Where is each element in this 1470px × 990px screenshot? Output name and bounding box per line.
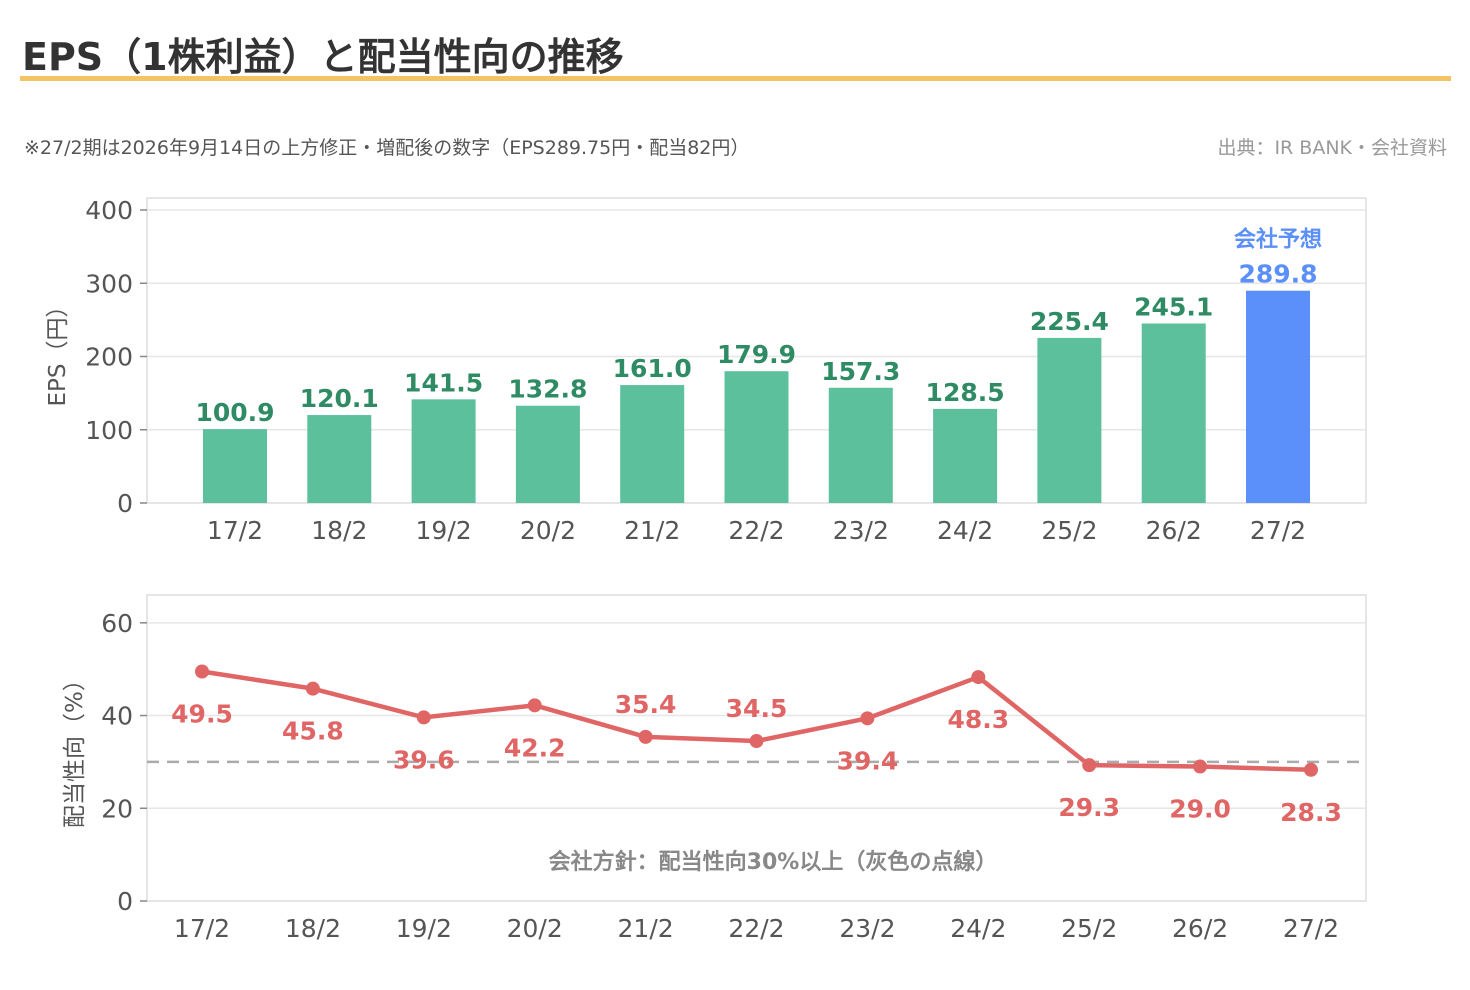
payout-y-tick-label: 20 [101, 794, 133, 823]
payout-y-tick-label: 60 [101, 609, 133, 638]
payout-value-label: 42.2 [504, 733, 566, 762]
eps-x-tick-label: 23/2 [833, 516, 889, 545]
payout-x-tick-label: 26/2 [1172, 914, 1228, 943]
payout-x-tick-label: 20/2 [507, 914, 563, 943]
eps-y-tick-label: 300 [85, 269, 133, 298]
payout-x-tick-label: 19/2 [396, 914, 452, 943]
source-credit: 出典：IR BANK・会社資料 [1217, 137, 1447, 159]
eps-bar [724, 371, 789, 503]
eps-x-tick-label: 20/2 [520, 516, 576, 545]
eps-value-label: 100.9 [195, 398, 274, 427]
eps-y-tick-label: 400 [85, 196, 133, 225]
payout-value-label: 45.8 [282, 717, 344, 746]
eps-value-label: 128.5 [926, 378, 1005, 407]
payout-x-tick-label: 18/2 [285, 914, 341, 943]
payout-value-label: 28.3 [1280, 798, 1342, 827]
payout-line-chart: 0 20 40 60 配当性向（%） 49.5 17/2 45.8 18/2 39.6 19/2 42… [62, 594, 1367, 943]
payout-value-label: 29.3 [1058, 793, 1120, 822]
payout-value-label: 49.5 [171, 700, 233, 729]
eps-bar [203, 429, 267, 503]
payout-point [1304, 762, 1318, 777]
eps-forecast-label: 会社予想 [1234, 227, 1322, 253]
payout-value-label: 48.3 [947, 705, 1009, 734]
payout-point [416, 710, 431, 725]
eps-value-label: 161.0 [613, 354, 692, 383]
eps-bar [1141, 323, 1206, 503]
payout-point [527, 698, 542, 713]
payout-x-tick-label: 22/2 [728, 914, 784, 943]
payout-point [305, 681, 320, 696]
eps-bar [307, 415, 372, 503]
eps-x-tick-label: 17/2 [207, 516, 263, 545]
eps-value-label: 289.8 [1238, 260, 1317, 289]
payout-y-tick-label: 40 [101, 702, 133, 731]
eps-x-tick-label: 25/2 [1041, 516, 1097, 545]
eps-y-axis-label: EPS（円） [45, 294, 71, 406]
payout-point [1082, 758, 1097, 773]
page-title: EPS（1株利益）と配当性向の推移 [22, 35, 624, 79]
payout-x-tick-label: 27/2 [1283, 914, 1339, 943]
payout-point [749, 734, 764, 749]
payout-point [638, 729, 653, 744]
eps-value-label: 225.4 [1030, 307, 1109, 336]
eps-value-label: 157.3 [821, 357, 900, 386]
payout-value-label: 29.0 [1169, 795, 1231, 824]
eps-forecast-bar [1246, 290, 1310, 503]
eps-value-label: 120.1 [300, 384, 379, 413]
payout-x-tick-label: 23/2 [839, 914, 895, 943]
eps-value-label: 245.1 [1134, 292, 1213, 321]
payout-x-tick-label: 21/2 [618, 914, 674, 943]
eps-x-tick-label: 26/2 [1146, 516, 1202, 545]
eps-x-tick-label: 22/2 [728, 516, 784, 545]
eps-bar [1037, 337, 1102, 503]
policy-annotation: 会社方針：配当性向30%以上（灰色の点線） [549, 849, 998, 875]
payout-y-tick-label: 0 [117, 887, 133, 916]
eps-value-label: 179.9 [717, 340, 796, 369]
payout-value-label: 34.5 [726, 694, 788, 723]
eps-x-tick-label: 18/2 [311, 516, 367, 545]
eps-y-tick-label: 200 [85, 343, 133, 372]
payout-point [971, 670, 986, 685]
eps-y-tick-label: 0 [117, 489, 133, 518]
payout-value-label: 35.4 [615, 690, 677, 719]
eps-value-label: 141.5 [404, 368, 483, 397]
eps-value-label: 132.8 [508, 375, 587, 404]
eps-bar [620, 385, 685, 503]
payout-x-tick-label: 25/2 [1061, 914, 1117, 943]
payout-y-axis-label: 配当性向（%） [62, 668, 88, 828]
payout-point [195, 664, 209, 679]
eps-bar [828, 387, 893, 503]
payout-value-label: 39.4 [837, 746, 899, 775]
eps-x-tick-label: 27/2 [1250, 516, 1306, 545]
eps-x-tick-label: 21/2 [624, 516, 680, 545]
eps-bar [411, 399, 476, 503]
payout-point [860, 711, 875, 726]
payout-value-label: 39.6 [393, 745, 455, 774]
footnote: ※27/2期は2026年9月14日の上方修正・増配後の数字（EPS289.75円… [24, 137, 750, 159]
eps-x-tick-label: 19/2 [416, 516, 472, 545]
payout-x-tick-label: 24/2 [950, 914, 1006, 943]
title-underline [20, 76, 1451, 81]
payout-x-tick-label: 17/2 [174, 914, 230, 943]
eps-x-tick-label: 24/2 [937, 516, 993, 545]
eps-bar-chart: 0 100 200 300 400 EPS（円） 100.9 17/2 120.1 18/2 141… [45, 196, 1367, 545]
eps-y-tick-label: 100 [85, 416, 133, 445]
eps-bar [515, 405, 580, 503]
payout-point [1193, 759, 1208, 774]
eps-bar [933, 408, 998, 503]
